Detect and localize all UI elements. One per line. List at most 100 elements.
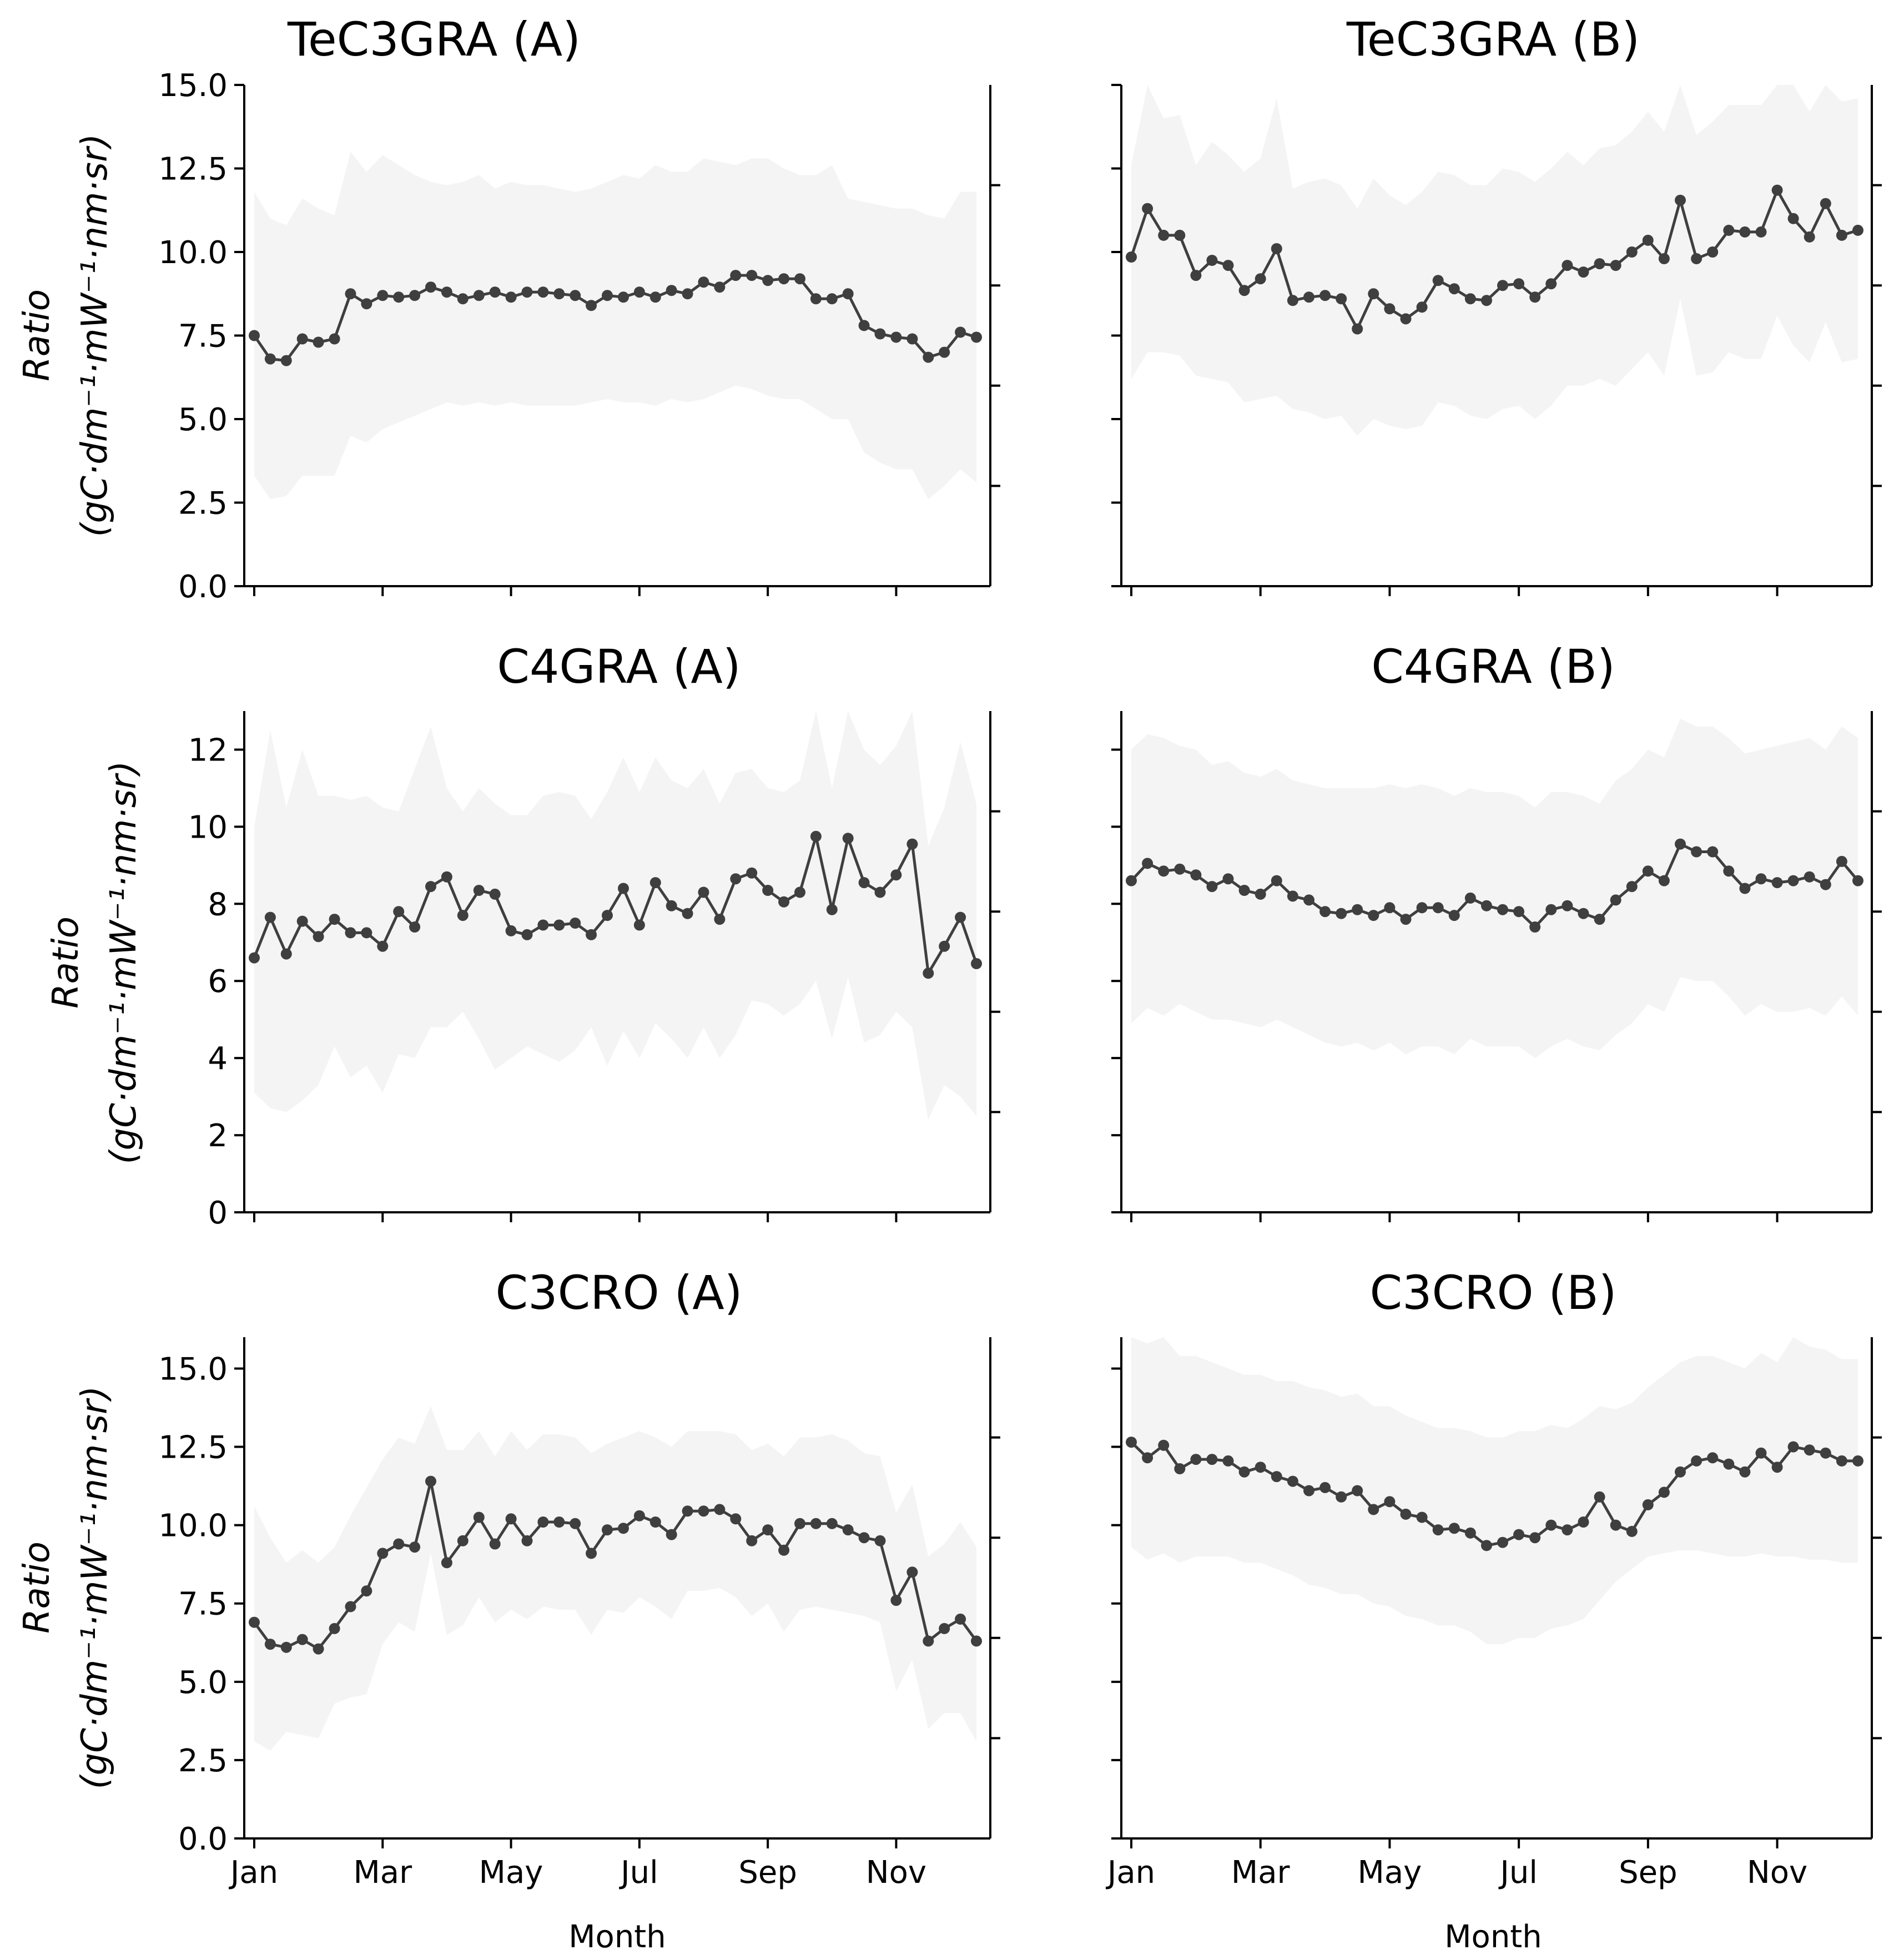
data-point [1255,273,1266,285]
data-point [264,1639,276,1650]
data-point [1787,213,1799,224]
data-point [633,286,645,298]
data-point [906,333,918,345]
data-point [1852,875,1863,886]
data-point [666,900,677,911]
data-point [1368,1504,1379,1515]
data-point [682,288,693,300]
data-point [313,336,324,348]
data-point [939,346,950,358]
data-point [280,1641,292,1653]
data-point [377,940,389,952]
y-tick-label: 2 [208,1118,228,1154]
data-point [1352,323,1363,335]
data-point [329,914,340,925]
data-point [425,281,436,293]
data-point [923,1635,934,1647]
data-point [393,906,405,918]
series-line [1130,1441,1858,1547]
data-point [505,291,517,303]
data-point [296,333,308,345]
y-tick-label: 15.0 [158,68,228,104]
data-point [249,952,260,964]
data-point [1755,873,1767,885]
data-point [1432,1524,1444,1536]
data-point [1836,855,1847,867]
data-point [1739,1466,1751,1478]
data-point [698,276,709,288]
data-point [1658,875,1670,886]
data-point [714,281,726,293]
data-point [1384,1496,1396,1508]
data-point [1352,1485,1363,1497]
panel-title: TeC3GRA (B) [1346,12,1640,67]
data-point [1416,1511,1428,1523]
panel-title: C4GRA (B) [1371,639,1615,694]
data-point [1562,1524,1573,1536]
data-point [361,1585,372,1597]
data-point [810,1518,822,1529]
data-point [1319,290,1331,301]
data-point [633,919,645,931]
panel-tec3gra-b: TeC3GRA (B) [1111,12,1882,596]
plot-area [1111,711,1882,1222]
data-point [537,1516,549,1528]
data-point [1174,863,1186,875]
data-point [1626,1525,1638,1537]
data-point [345,927,356,939]
data-point [746,867,758,879]
y-tick-label: 5.0 [178,402,228,438]
data-point [858,1532,870,1544]
data-point [586,1548,597,1559]
data-point [1804,231,1815,243]
y-tick-label: 2.5 [178,486,228,522]
x-tick-label: Mar [1231,1855,1291,1891]
data-point [1610,894,1621,906]
y-tick-label: 7.5 [178,319,228,355]
uncertainty-band [254,711,976,1120]
data-point [473,1511,485,1523]
data-point [1723,1458,1735,1470]
data-point [313,1643,324,1655]
data-point [553,919,565,931]
y-axis-label-units: (gC·dm⁻¹·mW⁻¹·nm·sr) [103,761,144,1165]
data-point [1594,1491,1605,1503]
y-tick-label: 12.5 [158,152,228,188]
data-point [1755,226,1767,238]
data-point [698,886,709,898]
plot-area [1111,84,1882,596]
data-point [1384,902,1396,914]
data-point [923,968,934,979]
data-point [971,958,982,969]
data-point [826,1518,838,1529]
data-point [537,286,549,298]
data-point [473,885,485,896]
plot-area: 0.0 2.5 5.0 7.5 10.0 12.5 15.0 [158,68,1000,605]
data-point [1771,1462,1783,1473]
data-point [762,885,774,896]
y-tick-label: 0 [208,1195,228,1231]
data-point [313,931,324,943]
data-point [1675,1466,1686,1478]
data-point [1497,280,1508,291]
data-point [1448,910,1460,921]
data-point [1771,877,1783,889]
data-point [810,293,822,305]
data-point [955,326,966,338]
x-tick-label: Sep [738,1855,797,1891]
uncertainty-band [254,152,976,500]
data-point [682,1505,693,1517]
data-point [473,290,485,301]
data-point [858,877,870,889]
y-tick-label: 15.0 [158,1351,228,1387]
data-point [602,1524,613,1536]
data-point [698,1505,709,1517]
series-line [1130,189,1858,330]
y-axis-label-ratio: Ratio [17,289,58,381]
data-point [1804,1444,1815,1456]
data-point [955,1613,966,1625]
data-point [570,918,581,929]
data-point [1578,1516,1589,1528]
data-point [345,288,356,300]
y-tick-label: 6 [208,964,228,1000]
